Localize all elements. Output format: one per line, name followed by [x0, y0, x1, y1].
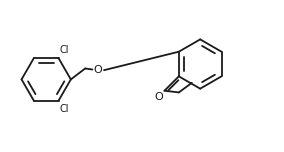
Text: Cl: Cl	[60, 45, 69, 55]
Text: Cl: Cl	[60, 104, 69, 114]
Text: O: O	[94, 65, 103, 75]
Text: O: O	[154, 92, 163, 102]
